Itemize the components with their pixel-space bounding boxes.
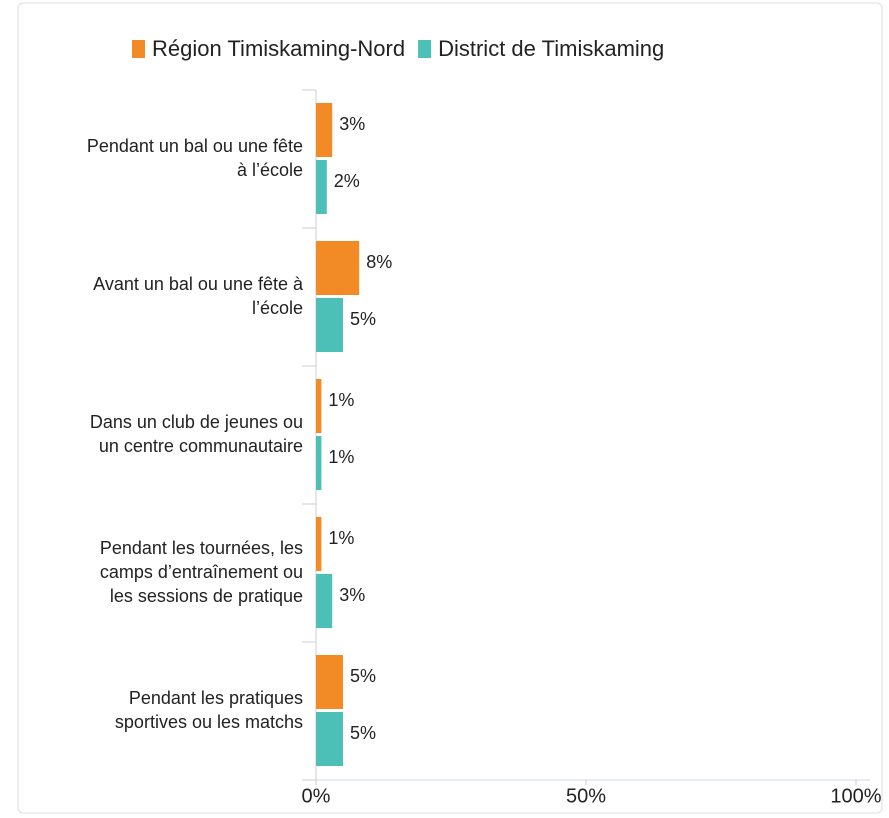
x-tick-label: 0%: [302, 785, 331, 807]
category-label: un centre communautaire: [99, 436, 303, 456]
value-label: 8%: [366, 252, 392, 272]
bar: [316, 436, 322, 490]
legend-label: District de Timiskaming: [438, 36, 664, 61]
value-label: 5%: [350, 723, 376, 743]
legend-swatch: [132, 40, 145, 58]
legend-swatch: [418, 40, 432, 58]
value-label: 3%: [339, 114, 365, 134]
bar: [316, 517, 322, 571]
category-label: sportives ou les matchs: [115, 712, 303, 732]
bar: [316, 712, 343, 766]
category-label: Pendant les tournées, les: [100, 538, 303, 558]
category-label: l’école: [252, 298, 303, 318]
bar: [316, 574, 333, 628]
bar: [316, 103, 333, 157]
bar: [316, 241, 360, 295]
legend-label: Région Timiskaming-Nord: [152, 36, 405, 61]
value-label: 2%: [334, 171, 360, 191]
value-label: 5%: [350, 309, 376, 329]
bar: [316, 160, 327, 214]
category-label: les sessions de pratique: [110, 586, 303, 606]
category-label: camps d’entraînement ou: [100, 562, 303, 582]
value-label: 1%: [328, 528, 354, 548]
value-label: 1%: [328, 390, 354, 410]
bar: [316, 298, 343, 352]
category-label: Avant un bal ou une fête à: [93, 274, 304, 294]
category-label: à l’école: [237, 160, 303, 180]
value-label: 5%: [350, 666, 376, 686]
bar: [316, 655, 343, 709]
category-label: Pendant un bal ou une fête: [87, 136, 303, 156]
category-label: Dans un club de jeunes ou: [90, 412, 303, 432]
bar: [316, 379, 322, 433]
value-label: 1%: [328, 447, 354, 467]
x-tick-label: 50%: [566, 785, 606, 807]
card: [17, 2, 883, 814]
x-tick-label: 100%: [830, 785, 881, 807]
value-label: 3%: [339, 585, 365, 605]
category-label: Pendant les pratiques: [129, 688, 303, 708]
